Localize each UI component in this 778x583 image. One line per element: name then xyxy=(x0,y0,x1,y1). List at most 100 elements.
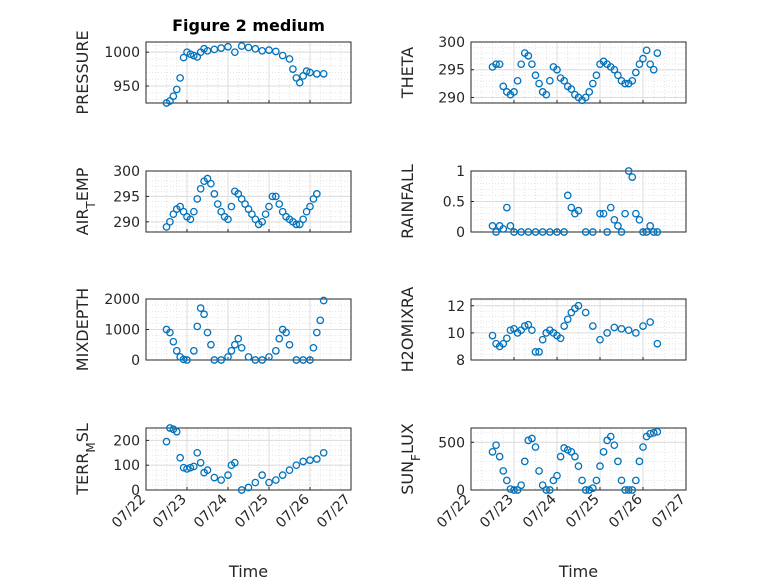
data-point xyxy=(271,47,280,56)
data-point xyxy=(517,228,526,236)
y-tick-label: 300 xyxy=(438,35,465,51)
panel-5: 0 1000 2000 MIXDEPTH xyxy=(73,288,352,371)
data-point xyxy=(169,337,178,346)
data-point xyxy=(295,78,304,87)
data-point xyxy=(237,195,246,203)
data-point xyxy=(292,220,301,229)
data-point xyxy=(162,223,171,231)
data-point xyxy=(203,46,212,55)
data-point xyxy=(553,228,561,236)
data-point xyxy=(649,65,658,74)
data-point xyxy=(642,228,651,236)
data-point xyxy=(553,65,561,74)
data-point xyxy=(588,228,597,236)
data-point xyxy=(234,334,243,343)
data-point xyxy=(624,326,633,335)
data-point xyxy=(258,471,267,479)
data-point xyxy=(302,67,311,75)
data-point xyxy=(646,429,655,438)
data-point xyxy=(265,46,273,54)
x-tick-label: 07/25 xyxy=(563,492,603,532)
data-point xyxy=(492,60,500,69)
data-point xyxy=(614,457,622,466)
data-point xyxy=(251,478,260,487)
data-point xyxy=(196,458,205,467)
data-point xyxy=(596,335,604,344)
x-tick-label: 07/24 xyxy=(191,491,231,531)
data-point xyxy=(631,476,640,485)
data-point xyxy=(610,215,619,224)
data-point xyxy=(502,334,511,343)
data-point xyxy=(227,202,236,211)
data-point xyxy=(237,343,246,352)
data-point xyxy=(237,486,246,494)
data-point xyxy=(499,467,508,475)
data-point xyxy=(646,60,655,69)
data-point xyxy=(560,228,569,236)
data-point xyxy=(285,340,294,349)
data-point xyxy=(628,173,637,181)
data-point xyxy=(596,462,604,471)
data-point xyxy=(166,217,174,226)
x-tick-label: 07/23 xyxy=(150,492,190,532)
y-tick-label: 12 xyxy=(447,299,465,315)
data-point xyxy=(592,71,601,80)
data-point xyxy=(506,222,515,230)
data-point xyxy=(617,476,626,485)
data-point xyxy=(299,215,308,224)
data-point xyxy=(563,191,572,200)
data-point xyxy=(506,326,515,335)
data-point xyxy=(639,443,647,451)
data-point xyxy=(588,79,597,88)
data-point xyxy=(251,215,260,224)
data-point xyxy=(210,473,219,482)
y-tick-label: 500 xyxy=(438,435,465,451)
data-point xyxy=(217,44,226,52)
data-point xyxy=(319,296,328,305)
data-point xyxy=(251,44,260,53)
data-point xyxy=(309,343,318,352)
data-point xyxy=(603,329,612,337)
data-point xyxy=(581,93,590,102)
data-point xyxy=(179,355,188,364)
data-point xyxy=(585,88,594,96)
data-point xyxy=(535,467,543,475)
data-point xyxy=(271,192,280,201)
data-point xyxy=(653,339,662,348)
data-point xyxy=(545,486,554,494)
data-point xyxy=(499,225,508,233)
data-point xyxy=(563,315,572,324)
data-point xyxy=(261,210,270,219)
data-point xyxy=(517,60,526,69)
data-point xyxy=(196,184,205,193)
y-tick-label: 8 xyxy=(456,353,465,369)
data-point xyxy=(258,217,267,226)
y-axis-label: PRESSURE xyxy=(73,30,92,114)
data-point xyxy=(292,461,301,470)
data-point xyxy=(265,478,273,487)
data-point xyxy=(524,320,533,329)
x-tick-label: 07/23 xyxy=(477,492,517,532)
data-point xyxy=(621,209,629,218)
y-tick-label: 0 xyxy=(131,353,140,369)
data-point xyxy=(556,334,565,343)
data-point xyxy=(186,215,195,224)
data-point xyxy=(545,228,554,236)
data-point xyxy=(200,310,208,319)
data-point xyxy=(278,471,287,479)
data-point xyxy=(614,222,622,230)
data-point xyxy=(635,60,644,69)
data-point xyxy=(265,202,273,211)
data-point xyxy=(227,346,236,355)
data-point xyxy=(631,68,640,77)
data-point xyxy=(510,486,518,494)
y-tick-label: 950 xyxy=(113,79,140,95)
data-point xyxy=(631,209,640,218)
panel-2: 290 295 300 THETA xyxy=(398,35,687,106)
y-tick-label: 200 xyxy=(113,433,140,449)
data-point xyxy=(649,228,658,236)
panel-4: 0 0.5 1 RAINFALL xyxy=(398,164,687,241)
x-tick-label: 07/26 xyxy=(606,491,646,531)
data-point xyxy=(189,207,198,216)
